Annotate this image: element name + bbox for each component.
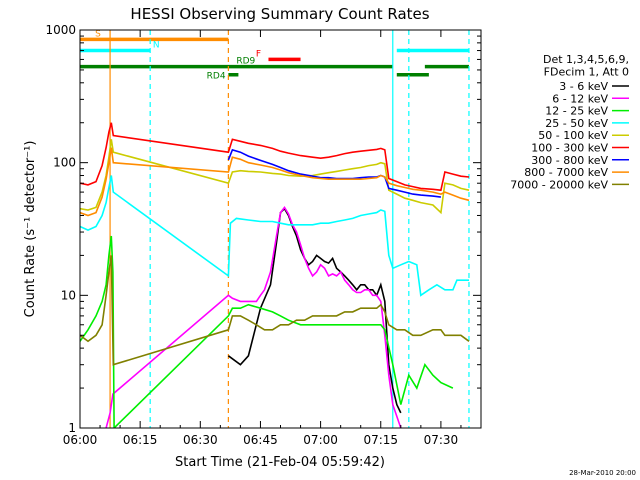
- legend-label-5: 100 - 300 keV: [531, 142, 608, 155]
- x-tick-label-6: 07:30: [424, 433, 459, 447]
- axes: 06:00 06:15 06:30 06:45 07:00 07:15 07:30 1 10 10…: [45, 23, 481, 447]
- y-tick-label-1: 10: [61, 288, 76, 302]
- legend-label-7: 800 - 7000 keV: [524, 166, 608, 179]
- legend-label-1: 6 - 12 keV: [552, 92, 608, 105]
- flag-label-rd4: RD4: [207, 72, 226, 82]
- y-tick-label-2: 100: [53, 156, 76, 170]
- legend: Det 1,3,4,5,6,9,FDecim 1, Att 03 - 6 keV…: [510, 53, 629, 191]
- y-tick-label-3: 1000: [45, 23, 76, 37]
- chart-title: HESSI Observing Summary Count Rates: [130, 5, 429, 23]
- series-lines: [80, 122, 470, 428]
- y-axis-label: Count Rate (s⁻¹ detector⁻¹): [23, 141, 38, 318]
- x-tick-label-4: 07:00: [303, 433, 338, 447]
- x-tick-label-2: 06:30: [183, 433, 218, 447]
- series-line-8: [80, 255, 470, 366]
- series-line-7: [80, 147, 470, 217]
- flag-label-n: N: [153, 41, 160, 51]
- legend-label-6: 300 - 800 keV: [531, 154, 608, 167]
- flag-label-f: F: [256, 49, 261, 59]
- series-line-2: [80, 235, 454, 428]
- series-line-3: [80, 175, 469, 297]
- footer-date: 28-Mar-2010 20:00: [569, 469, 636, 477]
- state-lines: [109, 30, 470, 428]
- x-tick-label-3: 06:45: [243, 433, 278, 447]
- legend-header-0: Det 1,3,4,5,6,9,: [543, 53, 629, 66]
- flag-label-rd9: RD9: [236, 57, 255, 67]
- legend-label-8: 7000 - 20000 keV: [510, 178, 608, 191]
- x-axis-label: Start Time (21-Feb-04 05:59:42): [175, 455, 385, 470]
- series-line-4: [80, 139, 470, 215]
- flag-label-s: S: [95, 29, 101, 39]
- legend-label-3: 25 - 50 keV: [545, 117, 608, 130]
- series-line-5: [80, 122, 470, 192]
- series-line-1: [105, 205, 402, 428]
- legend-label-2: 12 - 25 keV: [545, 105, 608, 118]
- x-tick-label-5: 07:15: [363, 433, 398, 447]
- y-tick-label-0: 1: [68, 421, 76, 435]
- legend-label-0: 3 - 6 keV: [559, 80, 608, 93]
- legend-label-4: 50 - 100 keV: [538, 129, 608, 142]
- x-tick-label-1: 06:15: [123, 433, 158, 447]
- legend-header-1: FDecim 1, Att 0: [544, 66, 629, 79]
- x-tick-label-0: 06:00: [63, 433, 98, 447]
